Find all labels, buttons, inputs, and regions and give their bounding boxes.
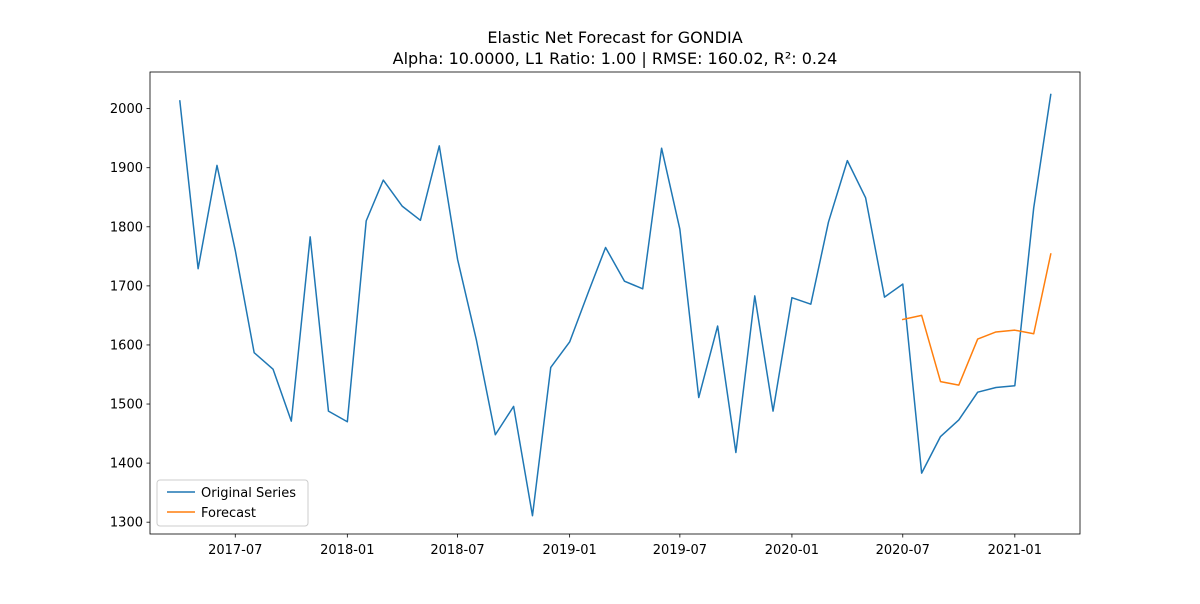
x-tick-label: 2021-01 <box>988 543 1042 558</box>
axes-frame <box>149 71 1081 535</box>
chart-subtitle: Alpha: 10.0000, L1 Ratio: 1.00 | RMSE: 1… <box>393 49 838 68</box>
axes: 1300 1400 1500 1600 1700 1800 1900 2000 2017-07 2… <box>110 71 1081 558</box>
plot-area <box>179 93 1052 517</box>
x-tick-label: 2019-07 <box>653 543 707 558</box>
series-line-0 <box>179 93 1052 517</box>
y-tick-label: 1700 <box>110 279 143 294</box>
series-line-1 <box>901 253 1052 386</box>
x-tick-label: 2018-01 <box>320 543 374 558</box>
y-tick-label: 1600 <box>110 338 143 353</box>
y-tick-label: 1300 <box>110 516 143 531</box>
y-tick-label: 1500 <box>110 398 143 413</box>
legend-label-0: Original Series <box>201 486 296 501</box>
y-tick-label: 2000 <box>110 102 143 117</box>
x-tick-label: 2020-07 <box>876 543 930 558</box>
y-tick-label: 1900 <box>110 161 143 176</box>
x-tick-label: 2020-01 <box>765 543 819 558</box>
y-tick-label: 1400 <box>110 457 143 472</box>
x-tick-label: 2019-01 <box>542 543 596 558</box>
chart-title: Elastic Net Forecast for GONDIA <box>487 28 742 47</box>
x-tick-label: 2018-07 <box>430 543 484 558</box>
x-tick-label: 2017-07 <box>208 543 262 558</box>
legend-label-1: Forecast <box>201 506 256 521</box>
legend: Original Series Forecast <box>156 479 309 527</box>
y-tick-label: 1800 <box>110 220 143 235</box>
